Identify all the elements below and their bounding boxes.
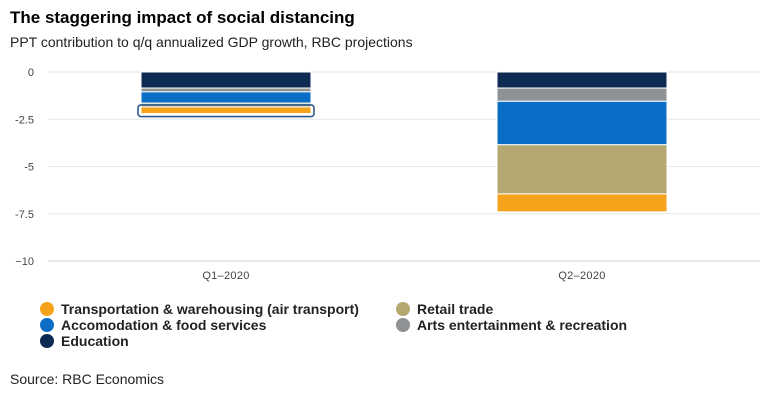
y-tick-label: -2.5: [15, 114, 34, 126]
legend-dot-icon: [40, 302, 54, 316]
legend-label: Retail trade: [417, 301, 494, 317]
legend-dot-icon: [396, 302, 410, 316]
legend-item-retail: Retail trade: [396, 301, 493, 317]
bar-segment: [496, 144, 668, 195]
legend-dot-icon: [40, 318, 54, 332]
stacked-bar-chart: 0 -2.5 -5 -7.5 −10 Q1–2020 Q2–2020: [15, 67, 760, 282]
bar-segment: [496, 87, 668, 102]
bar-segment: [140, 87, 312, 93]
source-note: Source: RBC Economics: [10, 371, 165, 387]
bar-segment: [496, 100, 668, 146]
legend-label: Arts entertainment & recreation: [417, 317, 628, 333]
chart-subtitle: PPT contribution to q/q annualized GDP g…: [10, 34, 413, 50]
legend-item-education: Education: [40, 333, 129, 349]
legend-label: Transportation & warehousing (air transp…: [61, 301, 359, 317]
legend-item-accommodation: Accomodation & food services: [40, 317, 266, 333]
y-tick-label: −10: [15, 256, 34, 268]
bar-segment: [496, 71, 668, 89]
bar-segment: [496, 193, 668, 213]
legend-dot-icon: [396, 318, 410, 332]
legend-item-arts: Arts entertainment & recreation: [396, 317, 627, 333]
bar-segment: [140, 106, 312, 115]
y-tick-label: -5: [24, 162, 34, 174]
legend-label: Education: [61, 333, 129, 349]
legend-item-transportation: Transportation & warehousing (air transp…: [40, 301, 359, 317]
legend-dot-icon: [40, 334, 54, 348]
y-tick-label: -7.5: [15, 209, 34, 221]
bar-segment: [140, 91, 312, 104]
chart-title: The staggering impact of social distanci…: [10, 8, 355, 27]
x-category-label: Q2–2020: [558, 270, 605, 282]
legend-label: Accomodation & food services: [61, 317, 267, 333]
highlight-box: [137, 104, 315, 118]
x-category-label: Q1–2020: [202, 270, 249, 282]
y-tick-label: 0: [28, 67, 34, 79]
bar-segment: [140, 71, 312, 89]
